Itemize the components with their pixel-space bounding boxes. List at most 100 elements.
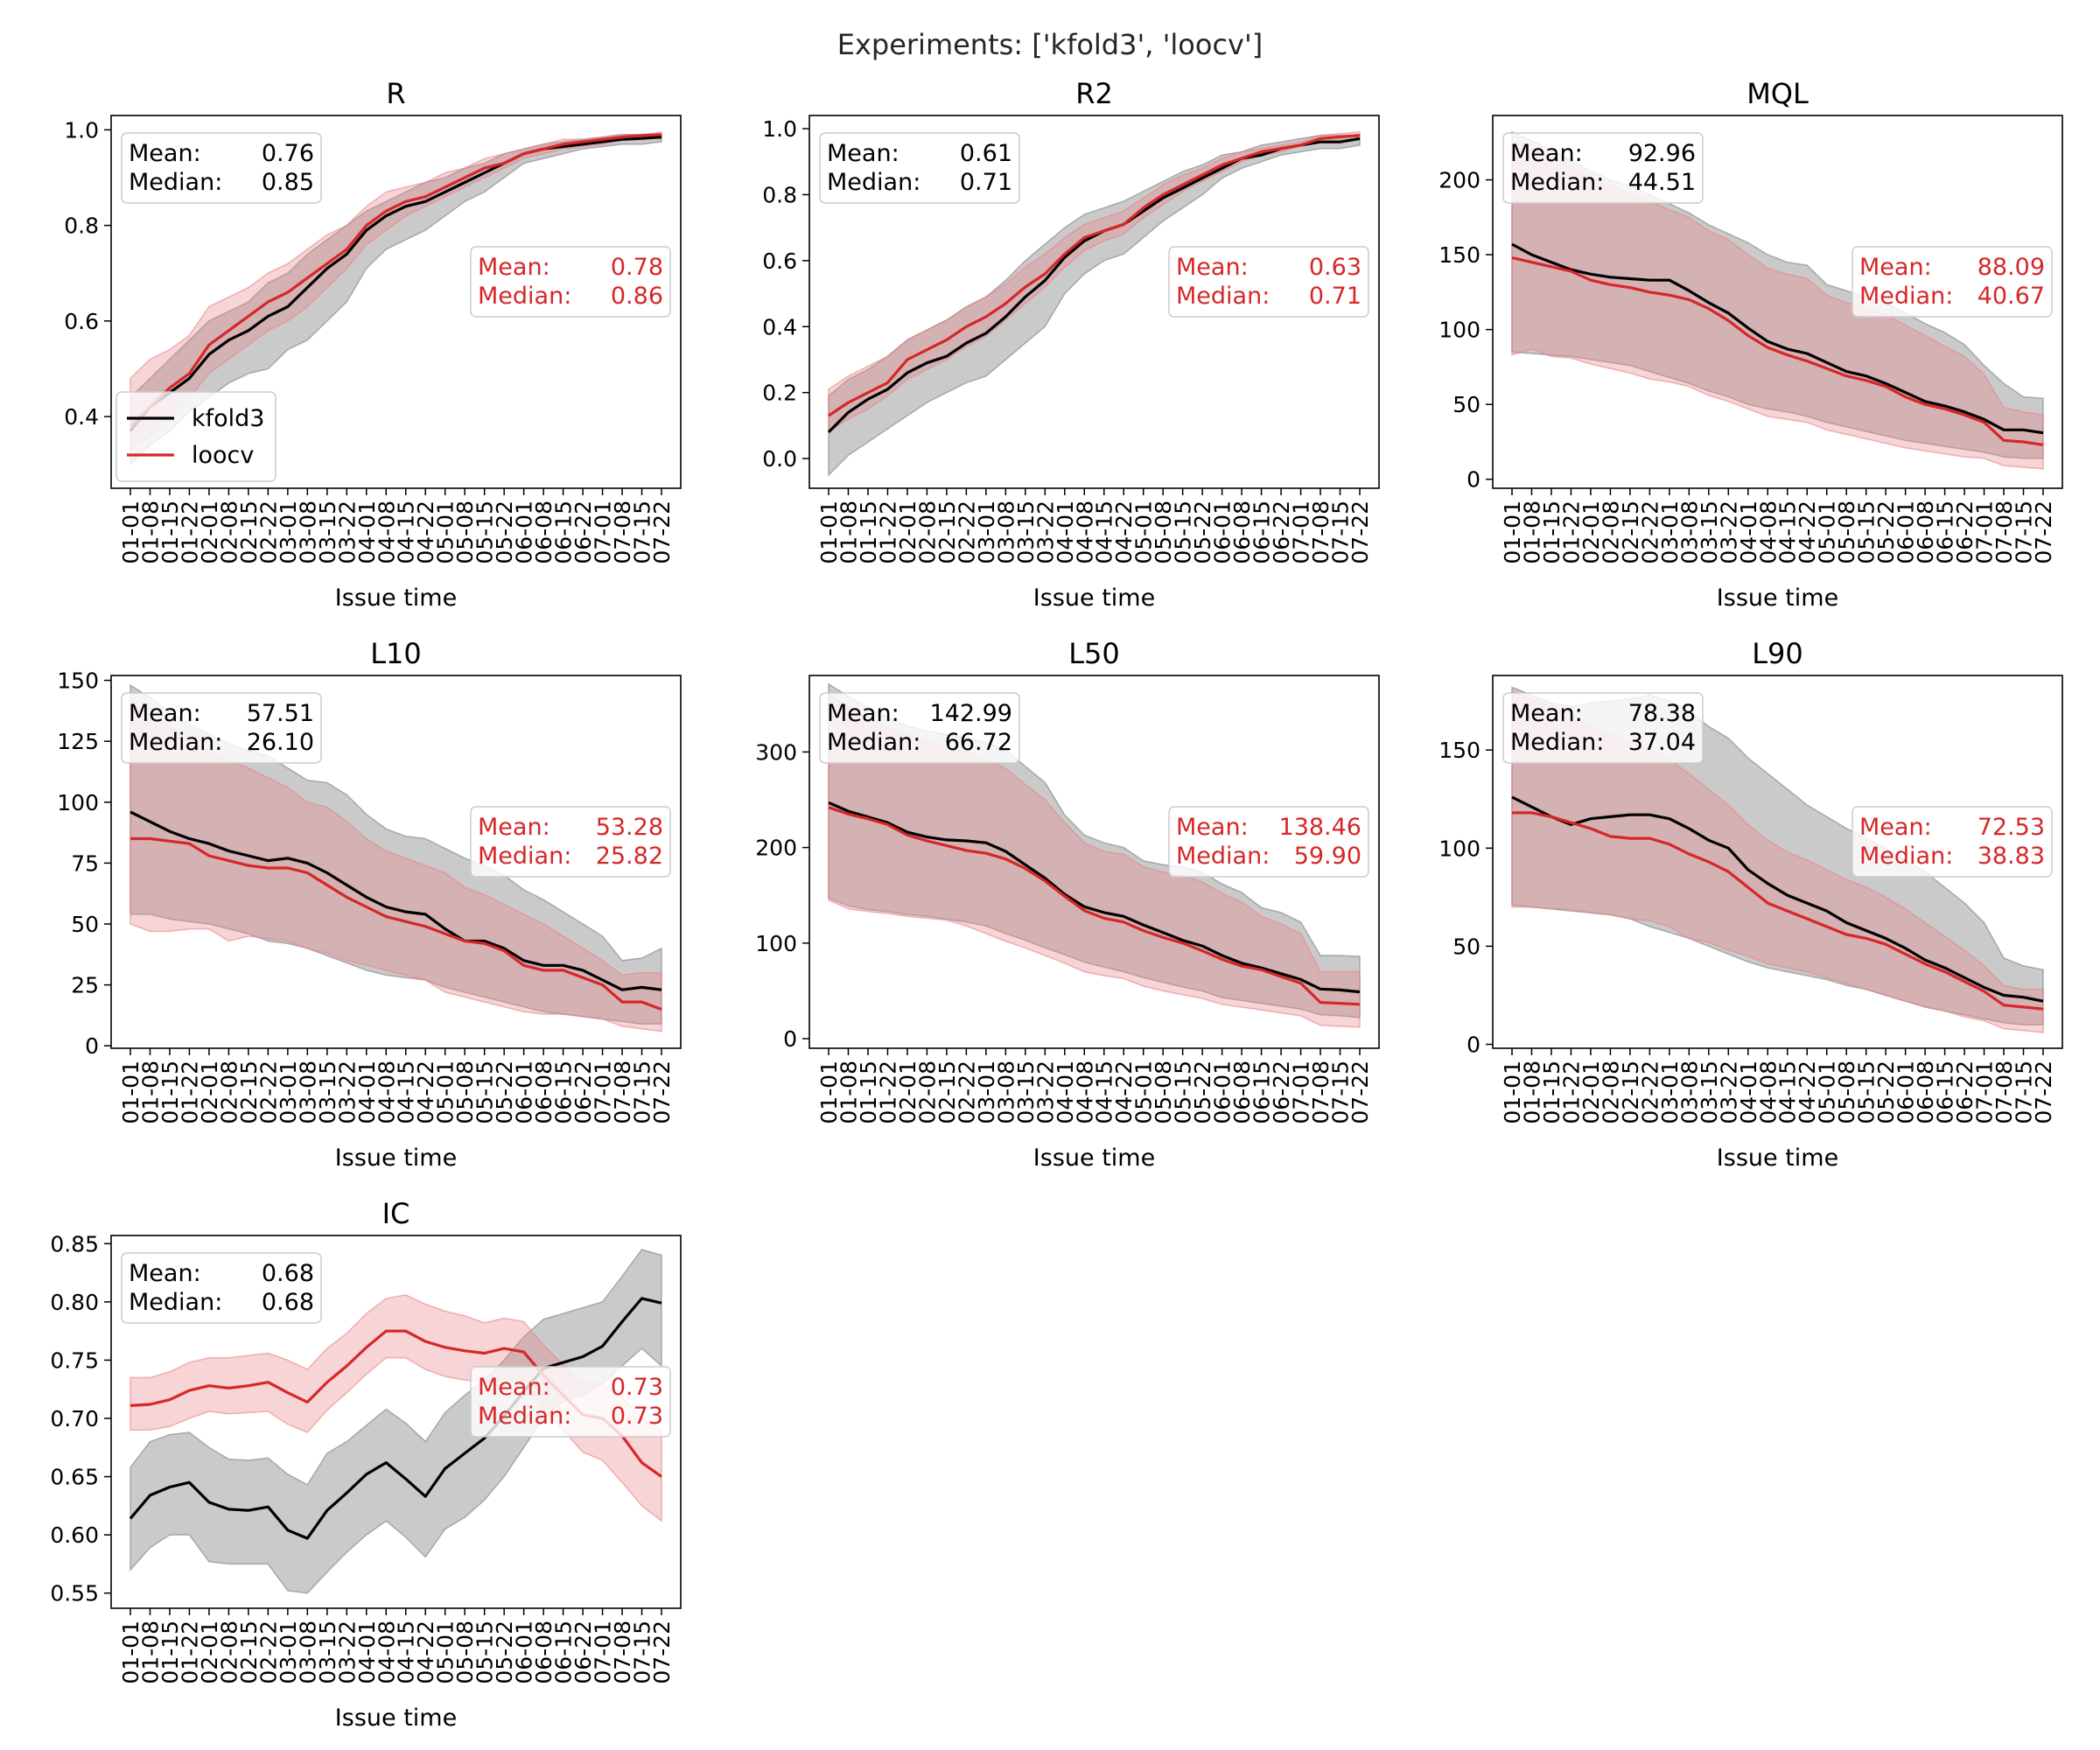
- x-tick-label: 01-01: [816, 500, 842, 564]
- subplot-title: R: [386, 77, 405, 110]
- stat-median-value: 0.86: [611, 283, 663, 310]
- stat-box-loocv: [1852, 806, 2053, 878]
- y-tick-label: 50: [1452, 392, 1480, 417]
- line-loocv: [1511, 256, 2044, 446]
- x-tick-label: 01-15: [158, 1060, 183, 1124]
- x-tick-label: 07-15: [2012, 1060, 2037, 1124]
- stat-mean-value: 78.38: [1628, 700, 1696, 727]
- x-axis-label: Issue time: [1717, 1144, 1838, 1172]
- x-tick-label: 01-08: [1519, 500, 1544, 564]
- band-kfold3: [130, 134, 662, 466]
- y-tick-label: 50: [1452, 934, 1480, 959]
- x-tick-label: 02-01: [197, 1060, 222, 1124]
- x-tick-label: 06-15: [1933, 1060, 1958, 1124]
- stat-median-label: Median:: [129, 169, 222, 196]
- y-tick-label: 0.8: [762, 182, 797, 207]
- x-tick-label: 04-01: [1053, 1060, 1078, 1124]
- axes-frame: [808, 115, 1380, 489]
- x-tick-label: 07-22: [1348, 500, 1373, 564]
- x-tick-label: 04-15: [1775, 500, 1801, 564]
- x-tick-label: 02-22: [1637, 500, 1662, 564]
- y-tick-label: 0: [1466, 467, 1480, 493]
- x-tick-label: 05-15: [472, 500, 498, 564]
- x-tick-label: 04-08: [374, 1060, 399, 1124]
- x-tick-label: 02-01: [197, 1620, 222, 1684]
- x-tick-label: 07-15: [630, 500, 655, 564]
- x-tick-label: 07-01: [1972, 1060, 1998, 1124]
- y-tick-label: 0.55: [50, 1581, 99, 1606]
- x-tick-label: 05-01: [433, 1060, 458, 1124]
- x-tick-label: 03-01: [276, 1620, 301, 1684]
- stat-box-loocv: [1852, 246, 2053, 318]
- stat-mean-label: Mean:: [1510, 700, 1583, 727]
- x-tick-label: 06-08: [1229, 500, 1255, 564]
- x-tick-label: 07-22: [1348, 1060, 1373, 1124]
- x-tick-label: 04-08: [374, 500, 399, 564]
- x-tick-label: 04-22: [1795, 1060, 1820, 1124]
- stat-mean-label: Mean:: [1176, 254, 1249, 281]
- y-tick-label: 0: [85, 1033, 99, 1059]
- stat-box-kfold3: [1502, 132, 1704, 204]
- x-tick-label: 01-15: [158, 500, 183, 564]
- line-loocv: [130, 836, 662, 1011]
- x-tick-label: 07-08: [1992, 1060, 2017, 1124]
- x-tick-label: 07-08: [1308, 500, 1334, 564]
- line-kfold3: [130, 810, 662, 991]
- x-tick-label: 04-01: [1736, 500, 1761, 564]
- y-tick-label: 100: [755, 931, 797, 956]
- stat-mean-label: Mean:: [1859, 814, 1932, 841]
- axes-frame: [110, 115, 682, 489]
- stat-mean-label: Mean:: [129, 700, 201, 727]
- x-tick-label: 02-01: [1578, 1060, 1604, 1124]
- x-axis-label: Issue time: [335, 1704, 457, 1732]
- x-tick-label: 01-01: [118, 500, 144, 564]
- band-loocv: [130, 1294, 662, 1522]
- y-tick-label: 0.0: [762, 446, 797, 472]
- x-tick-label: 01-22: [875, 500, 900, 564]
- x-tick-label: 03-01: [1657, 500, 1683, 564]
- stat-mean-value: 0.76: [262, 140, 314, 167]
- x-tick-label: 04-22: [413, 500, 438, 564]
- x-tick-label: 04-22: [1111, 500, 1137, 564]
- x-tick-label: 05-22: [1873, 500, 1899, 564]
- stat-median-label: Median:: [1859, 843, 1953, 870]
- stat-mean-label: Mean:: [1176, 814, 1249, 841]
- stat-median-label: Median:: [478, 1403, 571, 1430]
- stat-mean-value: 88.09: [1978, 254, 2045, 281]
- y-tick-label: 0.70: [50, 1406, 99, 1432]
- x-tick-label: 07-08: [1308, 1060, 1334, 1124]
- x-axis-label: Issue time: [1717, 584, 1838, 612]
- x-tick-label: 01-08: [836, 1060, 861, 1124]
- x-tick-label: 01-15: [856, 500, 881, 564]
- x-tick-label: 02-22: [954, 500, 979, 564]
- figure-suptitle: Experiments: ['kfold3', 'loocv']: [836, 28, 1264, 61]
- x-tick-label: 06-22: [1952, 1060, 1978, 1124]
- x-tick-label: 07-22: [649, 1060, 675, 1124]
- stat-median-value: 26.10: [247, 729, 314, 756]
- x-tick-label: 02-15: [236, 500, 262, 564]
- stat-median-value: 59.90: [1294, 843, 1362, 870]
- legend: [116, 391, 276, 482]
- band-loocv: [130, 704, 662, 1032]
- stat-mean-label: Mean:: [129, 140, 201, 167]
- y-tick-label: 125: [57, 729, 99, 754]
- x-tick-label: 05-08: [452, 1620, 478, 1684]
- stat-median-label: Median:: [827, 729, 920, 756]
- y-tick-label: 300: [755, 739, 797, 765]
- x-tick-label: 07-01: [591, 500, 616, 564]
- x-tick-label: 04-01: [1736, 1060, 1761, 1124]
- x-tick-label: 01-22: [177, 1060, 202, 1124]
- stat-median-value: 0.85: [262, 169, 314, 196]
- x-tick-label: 03-22: [1716, 1060, 1741, 1124]
- x-tick-label: 05-22: [1190, 500, 1215, 564]
- x-tick-label: 02-08: [216, 1620, 242, 1684]
- stat-box-loocv: [470, 246, 671, 318]
- x-tick-label: 04-22: [1795, 500, 1820, 564]
- y-tick-label: 0.8: [64, 214, 99, 239]
- x-tick-label: 06-15: [1933, 500, 1958, 564]
- x-tick-label: 05-15: [1854, 500, 1880, 564]
- x-tick-label: 02-15: [236, 1060, 262, 1124]
- x-tick-label: 06-15: [551, 1060, 577, 1124]
- x-tick-label: 06-22: [570, 1060, 596, 1124]
- x-tick-label: 05-01: [433, 500, 458, 564]
